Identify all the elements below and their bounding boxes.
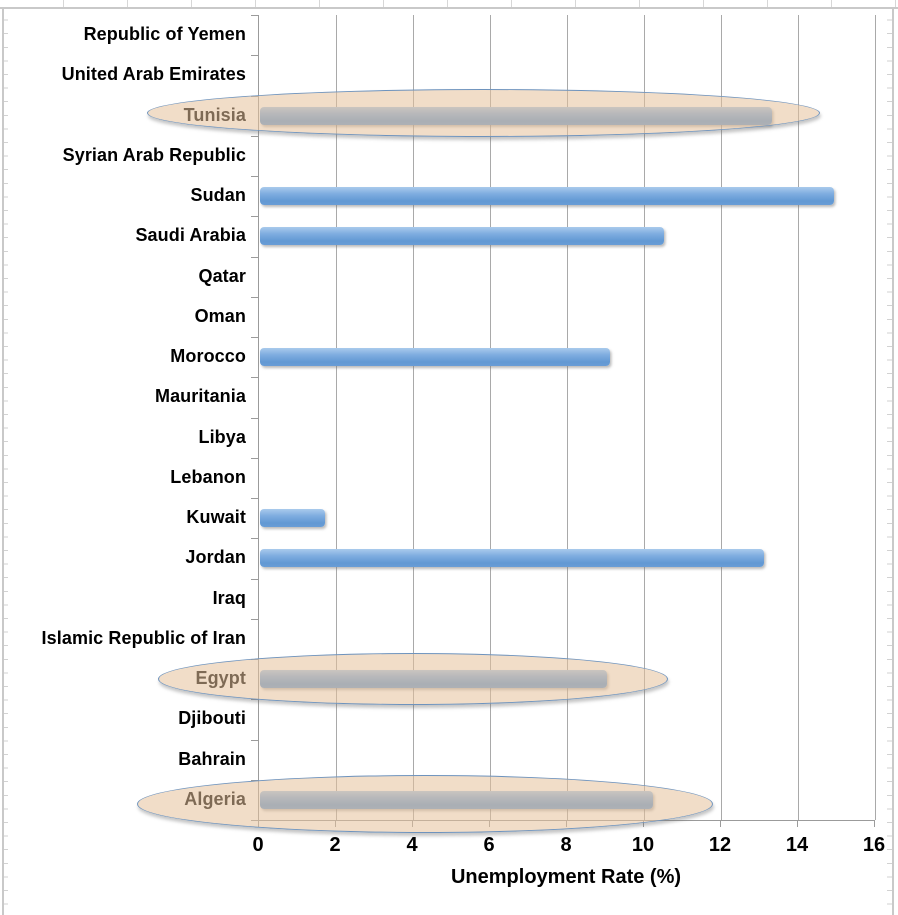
category-label-qatar: Qatar [198, 265, 246, 286]
category-label-saudi-arabia: Saudi Arabia [135, 225, 246, 246]
category-label-kuwait: Kuwait [186, 507, 246, 528]
gridline-x-14 [797, 15, 799, 820]
gridline-x-2 [335, 15, 337, 820]
category-label-djibouti: Djibouti [178, 708, 246, 729]
spreadsheet-row-gridlines-left [4, 7, 8, 915]
x-tick-mark [720, 821, 721, 827]
gridline-x-16 [874, 15, 876, 820]
category-label-syrian-arab-republic: Syrian Arab Republic [62, 144, 246, 165]
x-tick-label: 0 [252, 834, 264, 856]
bar-morocco [260, 348, 611, 367]
x-tick-label: 14 [785, 834, 809, 856]
x-tick-label: 8 [560, 834, 572, 856]
x-tick-label: 10 [631, 834, 655, 856]
category-label-jordan: Jordan [185, 547, 246, 568]
y-tick-mark [251, 216, 258, 218]
bar-saudi-arabia [260, 227, 665, 246]
spreadsheet-row-gridlines-right [887, 7, 892, 915]
bar-kuwait [260, 509, 326, 528]
category-label-iraq: Iraq [212, 587, 246, 608]
bar-sudan [260, 187, 834, 206]
y-tick-mark [251, 538, 258, 540]
chart-object-right-border [892, 7, 894, 915]
y-tick-mark [251, 337, 258, 338]
x-tick-label: 6 [483, 834, 495, 856]
category-label-libya: Libya [198, 426, 246, 447]
y-tick-mark [251, 15, 258, 16]
category-label-morocco: Morocco [170, 346, 246, 367]
highlight-ellipse-algeria [137, 774, 713, 833]
y-tick-mark [251, 377, 258, 379]
x-tick-label: 16 [862, 834, 886, 856]
gridline-x-8 [566, 15, 568, 820]
x-tick-mark [874, 821, 875, 827]
y-tick-mark [251, 699, 258, 701]
chart-object-left-border [2, 7, 4, 915]
bar-jordan [260, 549, 765, 568]
gridline-x-6 [489, 15, 491, 820]
y-tick-mark [251, 498, 258, 499]
y-tick-mark [251, 135, 258, 137]
x-axis-title: Unemployment Rate (%) [450, 866, 682, 888]
category-label-sudan: Sudan [190, 185, 246, 206]
gridline-x-4 [412, 15, 414, 820]
x-tick-mark [643, 821, 644, 827]
y-tick-mark [251, 55, 258, 57]
spreadsheet-column-gridlines [0, 0, 898, 7]
x-tick-label: 2 [329, 834, 341, 856]
y-tick-mark [251, 457, 258, 459]
x-tick-mark [797, 821, 798, 827]
category-label-republic-of-yemen: Republic of Yemen [83, 24, 246, 45]
category-label-lebanon: Lebanon [170, 466, 246, 487]
highlight-ellipse-egypt [158, 653, 668, 706]
category-label-united-arab-emirates: United Arab Emirates [61, 64, 246, 85]
y-tick-mark [251, 176, 258, 177]
y-tick-mark [251, 618, 258, 620]
x-tick-label: 12 [708, 834, 732, 856]
chart-object-top-border [0, 7, 898, 9]
y-tick-mark [251, 739, 258, 741]
gridline-x-12 [720, 15, 722, 820]
y-tick-mark [251, 256, 258, 258]
category-label-bahrain: Bahrain [178, 748, 246, 769]
x-tick-label: 4 [406, 834, 418, 856]
highlight-ellipse-tunisia [147, 88, 820, 137]
gridline-x-10 [643, 15, 645, 820]
category-label-mauritania: Mauritania [154, 386, 246, 407]
category-label-oman: Oman [194, 305, 246, 326]
y-tick-mark [251, 417, 258, 419]
y-tick-mark [251, 578, 258, 580]
category-label-islamic-republic-of-iran: Islamic Republic of Iran [41, 627, 246, 648]
y-tick-mark [251, 296, 258, 298]
